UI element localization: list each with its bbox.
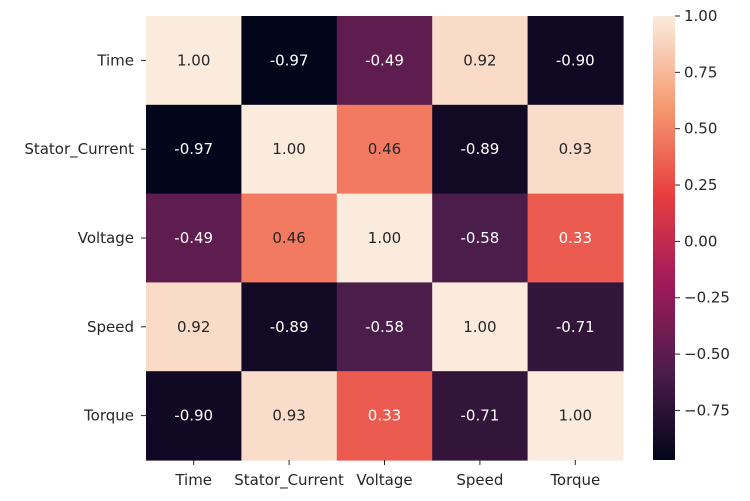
colorbar: 1.00 0.75 0.50 0.25 0.00 −0.25 −0.50 −0.75 [653, 7, 730, 460]
x-tick-label: Torque [549, 471, 600, 489]
heatmap-cells [146, 16, 624, 461]
heatmap-cell [432, 193, 529, 283]
heatmap-cell [527, 193, 624, 283]
heatmap-cell [146, 193, 242, 283]
cell-value-label: -0.58 [365, 318, 404, 336]
colorbar-tick-label: 0.50 [684, 120, 717, 138]
cell-value-label: 1.00 [559, 407, 592, 425]
heatmap-cell [241, 371, 338, 461]
cell-value-label: 0.92 [463, 51, 496, 69]
cell-value-label: 0.92 [177, 318, 210, 336]
colorbar-gradient [653, 16, 675, 460]
heatmap-cell [336, 282, 433, 372]
y-tick-label: Time [96, 51, 134, 69]
x-tick-label: Voltage [356, 471, 412, 489]
cell-value-label: 1.00 [463, 318, 496, 336]
heatmap-cell [527, 282, 624, 372]
colorbar-tick-label: −0.25 [684, 289, 730, 307]
y-tick-label: Stator_Current [24, 140, 134, 159]
y-tick-label: Voltage [78, 229, 134, 247]
colorbar-tick-label: −0.75 [684, 401, 730, 419]
x-axis: Time Stator_Current Voltage Speed Torque [174, 460, 600, 490]
cell-value-label: -0.49 [174, 229, 213, 247]
cell-value-label: 0.33 [559, 229, 592, 247]
cell-value-label: -0.89 [460, 140, 499, 158]
x-tick-label: Stator_Current [234, 471, 344, 490]
cell-value-label: -0.89 [270, 318, 309, 336]
heatmap-cell [432, 371, 529, 461]
y-tick-label: Torque [83, 407, 134, 425]
heatmap-cell [432, 104, 529, 195]
heatmap-cell [432, 282, 529, 372]
colorbar-tick-label: 0.25 [684, 176, 717, 194]
x-tick-label: Time [174, 471, 212, 489]
heatmap-cell [241, 104, 338, 195]
heatmap-cell [241, 282, 338, 372]
heatmap-cell [432, 16, 529, 106]
cell-value-label: 0.93 [272, 407, 305, 425]
y-tick-label: Speed [87, 318, 134, 336]
cell-value-label: -0.90 [556, 51, 595, 69]
heatmap-cell [241, 193, 338, 283]
heatmap-cell [146, 282, 242, 372]
colorbar-tick-label: 1.00 [684, 7, 717, 25]
heatmap-cell [146, 104, 242, 195]
cell-value-label: 1.00 [177, 51, 210, 69]
heatmap-cell [336, 371, 433, 461]
heatmap-cell [146, 371, 242, 461]
cell-value-label: -0.49 [365, 51, 404, 69]
heatmap-cell [146, 16, 242, 106]
cell-value-label: -0.97 [174, 140, 213, 158]
heatmap-cell [527, 104, 624, 195]
cell-value-label: -0.90 [174, 407, 213, 425]
colorbar-tick-label: 0.00 [684, 232, 717, 250]
heatmap-cell-labels: 1.00 -0.97 -0.49 0.92 -0.90 -0.97 1.00 0.46 -0.8… [174, 51, 594, 424]
colorbar-tick-label: −0.50 [684, 345, 730, 363]
x-tick-label: Speed [456, 471, 503, 489]
heatmap-cell [241, 16, 338, 106]
cell-value-label: -0.58 [460, 229, 499, 247]
heatmap-cell [336, 104, 433, 195]
y-axis: Time Stator_Current Voltage Speed Torque [24, 51, 146, 425]
cell-value-label: -0.71 [460, 407, 499, 425]
heatmap-cell [527, 16, 624, 106]
cell-value-label: 0.46 [368, 140, 401, 158]
heatmap-cell [336, 193, 433, 283]
cell-value-label: 0.33 [368, 407, 401, 425]
cell-value-label: 0.46 [272, 229, 305, 247]
cell-value-label: 1.00 [368, 229, 401, 247]
heatmap-cell [527, 371, 624, 461]
cell-value-label: -0.97 [270, 51, 309, 69]
colorbar-tick-label: 0.75 [684, 63, 717, 81]
cell-value-label: 0.93 [559, 140, 592, 158]
cell-value-label: -0.71 [556, 318, 595, 336]
cell-value-label: 1.00 [272, 140, 305, 158]
heatmap-cell [336, 16, 433, 106]
